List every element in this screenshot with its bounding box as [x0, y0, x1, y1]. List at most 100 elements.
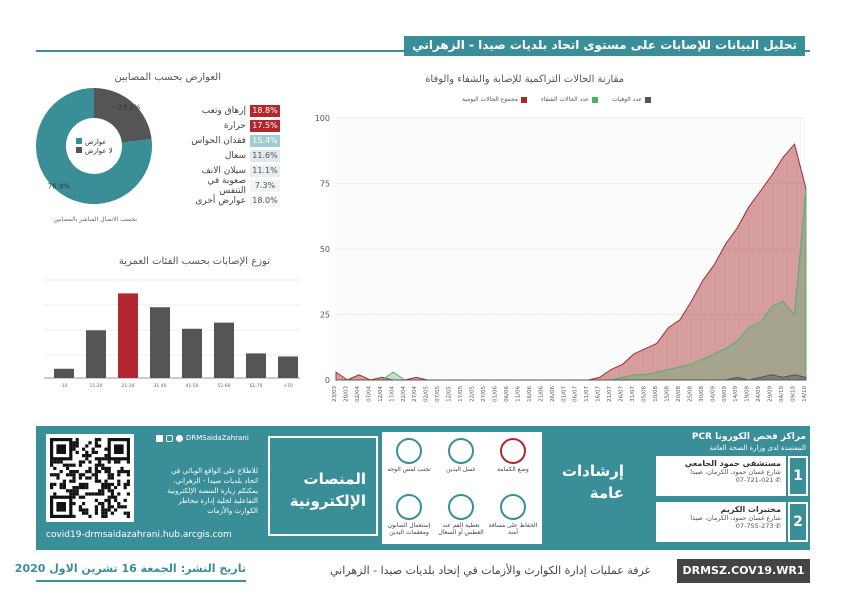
pcr-center-name: مستشفى حمود الجامعي	[684, 459, 781, 468]
symptoms-title: العوارض بحسب المصابين	[114, 72, 221, 83]
qr-module	[107, 486, 111, 490]
qr-module	[94, 476, 98, 480]
pcr-center-phone[interactable]: ✆ 07-755-273	[661, 522, 781, 530]
qr-module	[72, 486, 76, 490]
platforms-title: المنصات الإلكترونية	[289, 470, 366, 510]
cum-x-tick: 23/03	[332, 386, 338, 402]
cum-x-tick: 09/10	[791, 386, 797, 402]
age-tick-label: 51-60	[217, 383, 230, 389]
qr-module	[104, 511, 108, 515]
guidance-label: تغطية الفم عند العطس أو السعال	[438, 522, 484, 536]
qr-module	[126, 511, 130, 515]
cum-x-tick: 22/05	[470, 386, 476, 402]
qr-module	[98, 460, 102, 464]
qr-module	[117, 492, 121, 496]
qr-module	[123, 511, 127, 515]
qr-module	[85, 457, 89, 461]
qr-module	[101, 457, 105, 461]
qr-module	[107, 470, 111, 474]
qr-finder	[56, 444, 66, 454]
qr-module	[69, 473, 73, 477]
qr-module	[85, 476, 89, 480]
qr-module	[126, 473, 130, 477]
qr-module	[101, 508, 105, 512]
qr-module	[107, 498, 111, 502]
symptom-row: سيلان الانف 11.1%	[180, 163, 280, 178]
qr-module	[98, 479, 102, 483]
qr-module	[82, 482, 86, 486]
instagram-icon	[166, 434, 173, 442]
pcr-phone-text: 07-755-273	[735, 522, 774, 530]
qr-module	[88, 470, 92, 474]
qr-module	[78, 505, 82, 509]
info-panel: covid19-drmsaidazahrani.hub.arcgis.com D…	[36, 426, 810, 550]
age-tick-label: -10	[60, 383, 67, 389]
qr-module	[82, 447, 86, 451]
social-handle[interactable]: DRMSaidaZahrani	[186, 434, 249, 442]
qr-module	[123, 486, 127, 490]
qr-module	[94, 505, 98, 509]
qr-module	[82, 508, 86, 512]
cum-x-tick: 01/07	[561, 386, 567, 402]
qr-module	[78, 473, 82, 477]
qr-module	[104, 447, 108, 451]
qr-module	[107, 473, 111, 477]
qr-module	[85, 482, 89, 486]
qr-module	[117, 473, 121, 477]
mask-icon	[500, 438, 526, 464]
qr-module	[98, 457, 102, 461]
age-bar	[118, 293, 138, 378]
qr-module	[101, 514, 105, 518]
cum-x-tick: 07/04	[366, 386, 372, 402]
qr-module	[91, 492, 95, 496]
cum-y-tick: 0	[325, 376, 330, 385]
donut-legend-label: لا عوارض	[85, 147, 113, 155]
cumulative-chart: 0 25 50 75 100 23/03 28/03 02/04 07/04 12/04 17/04…	[315, 114, 808, 402]
guidance-label: تجنب لمس الوجه	[387, 466, 431, 473]
qr-module	[94, 511, 98, 515]
qr-module	[104, 457, 108, 461]
qr-code	[46, 434, 134, 522]
qr-module	[75, 486, 79, 490]
qr-module	[94, 438, 98, 442]
qr-module	[75, 489, 79, 493]
qr-module	[94, 479, 98, 483]
qr-module	[91, 447, 95, 451]
cum-x-tick: 14/10	[802, 386, 808, 402]
symptom-pct: 15.4%	[250, 134, 280, 147]
qr-module	[104, 470, 108, 474]
qr-module	[94, 473, 98, 477]
cum-x-tick: 12/05	[447, 386, 453, 402]
qr-module	[72, 444, 76, 448]
twitter-icon	[176, 434, 183, 442]
qr-module	[72, 470, 76, 474]
hand-wash-icon	[448, 438, 474, 464]
platform-url[interactable]: covid19-drmsaidazahrani.hub.arcgis.com	[46, 530, 232, 540]
qr-module	[114, 486, 118, 490]
qr-module	[117, 479, 121, 483]
pcr-center-phone[interactable]: ✆ 07-721-021	[661, 476, 781, 484]
qr-module	[123, 482, 127, 486]
qr-module	[88, 492, 92, 496]
symptom-pct: 11.6%	[250, 149, 280, 162]
qr-module	[117, 470, 121, 474]
qr-module	[50, 463, 54, 467]
age-bar	[182, 328, 202, 378]
qr-module	[75, 441, 79, 445]
qr-module	[85, 508, 89, 512]
qr-module	[104, 479, 108, 483]
cum-x-tick: 06/06	[504, 386, 510, 402]
cum-x-tick: 25/08	[687, 386, 693, 402]
qr-module	[85, 511, 89, 515]
phone-icon: ✆	[773, 476, 781, 484]
symptoms-list: إرهاق وتعب 18.8% حرارة 17.5% فقدان الحواس 15.…	[180, 103, 280, 208]
qr-module	[78, 463, 82, 467]
cum-x-tick: 22/04	[401, 386, 407, 402]
pcr-center-card: مستشفى حمود الجامعي شارع غسان حمود، الكرم…	[656, 456, 786, 496]
qr-module	[72, 495, 76, 499]
symptom-label: سيلان الانف	[201, 165, 246, 176]
qr-module	[62, 482, 66, 486]
qr-module	[107, 505, 111, 509]
qr-module	[94, 463, 98, 467]
date-value: الجمعة 16 تشرين الاول 2020	[14, 562, 177, 575]
